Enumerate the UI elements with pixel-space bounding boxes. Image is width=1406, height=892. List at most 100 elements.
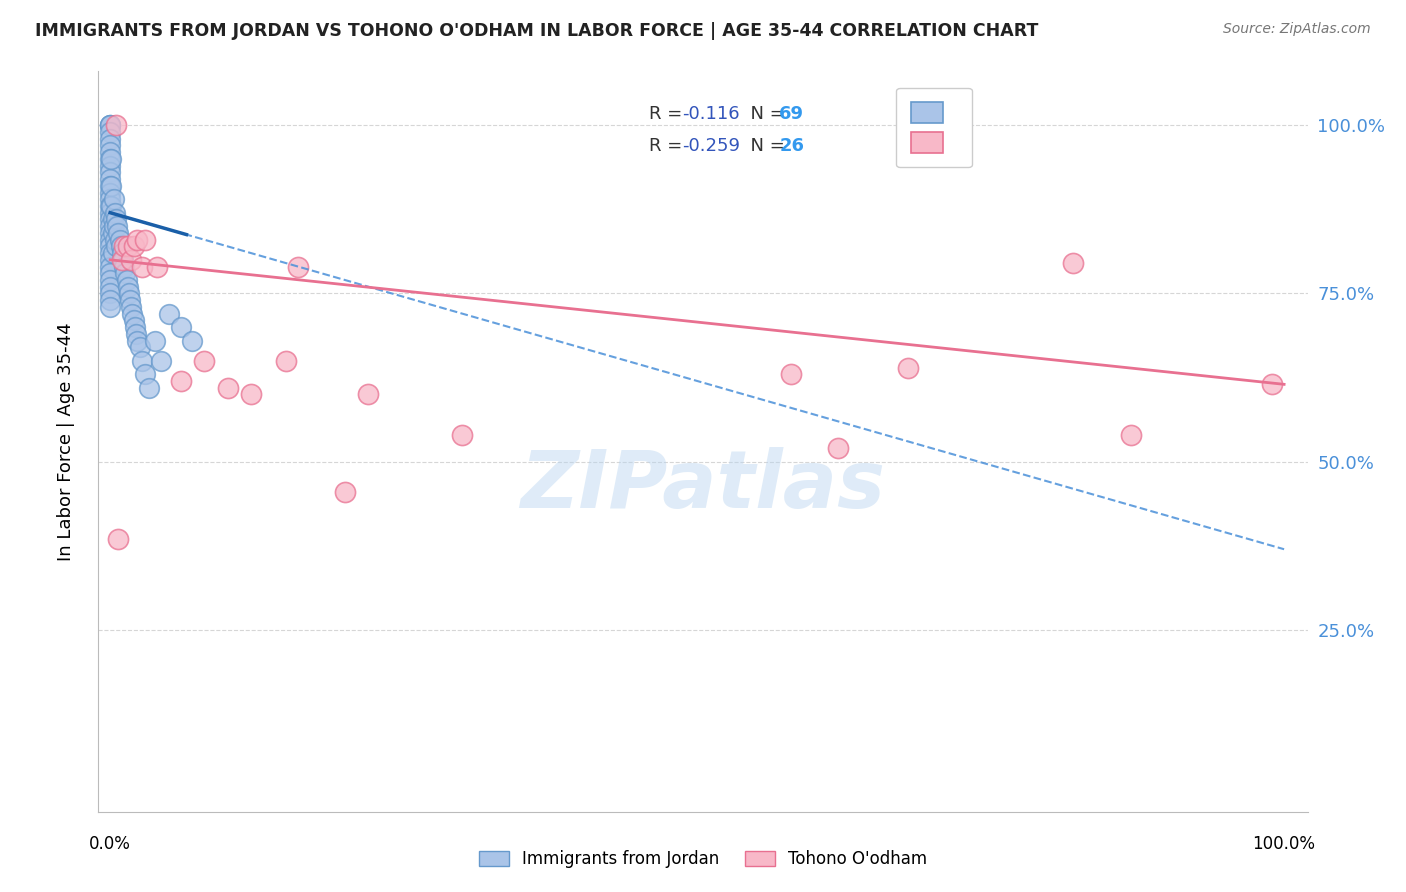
Point (98, 125, 121, 139)
Point (98, 165, 121, 179)
Point (276, 353, 298, 368)
Point (120, 293, 142, 308)
Point (98, 279, 121, 293)
Text: N =: N = (740, 136, 790, 154)
Point (98, 138, 121, 153)
Point (125, 326, 148, 341)
Point (122, 313, 145, 327)
Point (105, 219, 128, 234)
Text: 69: 69 (779, 104, 804, 123)
Point (98, 273, 121, 287)
Point (98, 260, 121, 274)
Point (105, 118, 128, 132)
Point (122, 239, 145, 253)
Point (138, 381, 160, 395)
Point (101, 246, 124, 260)
Point (98, 192, 121, 206)
Point (98, 205, 121, 219)
Y-axis label: In Labor Force | Age 35-44: In Labor Force | Age 35-44 (56, 322, 75, 561)
Point (181, 334, 204, 348)
Point (217, 381, 239, 395)
Point (134, 233, 156, 247)
Point (110, 239, 132, 253)
Point (112, 239, 135, 253)
Point (1261, 377, 1284, 392)
Point (104, 233, 127, 247)
Point (124, 320, 146, 334)
Legend: Immigrants from Jordan, Tohono O'odham: Immigrants from Jordan, Tohono O'odham (472, 844, 934, 875)
Point (127, 334, 149, 348)
Point (146, 260, 169, 274)
Point (98, 186, 121, 200)
Point (100, 199, 122, 213)
Point (827, 442, 849, 456)
Text: IMMIGRANTS FROM JORDAN VS TOHONO O'ODHAM IN LABOR FORCE | AGE 35-44 CORRELATION : IMMIGRANTS FROM JORDAN VS TOHONO O'ODHAM… (35, 22, 1039, 40)
Point (1121, 427, 1143, 442)
Point (333, 485, 356, 500)
Point (111, 246, 134, 260)
Text: N =: N = (740, 104, 790, 123)
Point (98, 118, 121, 132)
Point (98, 118, 121, 132)
Point (112, 252, 135, 267)
Point (103, 219, 125, 234)
Point (98, 286, 121, 301)
Point (112, 260, 135, 274)
Point (98, 159, 121, 173)
Point (117, 279, 139, 293)
Text: R =: R = (648, 104, 688, 123)
Point (131, 353, 153, 368)
Point (98, 252, 121, 267)
Point (287, 260, 309, 274)
Point (131, 260, 153, 274)
Point (117, 239, 139, 253)
Point (118, 286, 141, 301)
Text: -0.116: -0.116 (682, 104, 740, 123)
Point (98, 118, 121, 132)
Point (134, 368, 156, 382)
Point (98, 145, 121, 160)
Point (127, 233, 149, 247)
Point (98, 152, 121, 166)
Point (157, 307, 180, 321)
Point (98, 266, 121, 280)
Point (105, 239, 128, 253)
Text: R =: R = (648, 136, 688, 154)
Point (98, 178, 121, 193)
Legend: , : , (896, 87, 972, 168)
Point (193, 353, 215, 368)
Point (107, 226, 129, 240)
Point (98, 233, 121, 247)
Point (98, 199, 121, 213)
Point (98, 293, 121, 308)
Point (103, 192, 125, 206)
Text: ZIPatlas: ZIPatlas (520, 447, 886, 525)
Point (98, 212, 121, 227)
Text: -0.259: -0.259 (682, 136, 741, 154)
Point (98, 219, 121, 234)
Point (111, 252, 134, 267)
Point (115, 273, 138, 287)
Text: 100.0%: 100.0% (1253, 835, 1316, 854)
Point (105, 212, 128, 227)
Text: 26: 26 (779, 136, 804, 154)
Point (104, 205, 127, 219)
Point (100, 152, 122, 166)
Point (98, 300, 121, 314)
Point (114, 266, 136, 280)
Point (100, 178, 122, 193)
Point (107, 532, 129, 546)
Point (149, 353, 172, 368)
Point (169, 374, 191, 388)
Point (128, 340, 150, 354)
Point (240, 387, 263, 401)
Point (108, 233, 131, 247)
Point (98, 226, 121, 240)
Point (98, 131, 121, 145)
Point (121, 307, 143, 321)
Point (1062, 256, 1084, 270)
Text: Source: ZipAtlas.com: Source: ZipAtlas.com (1223, 22, 1371, 37)
Point (357, 387, 380, 401)
Point (101, 212, 124, 227)
Point (98, 172, 121, 186)
